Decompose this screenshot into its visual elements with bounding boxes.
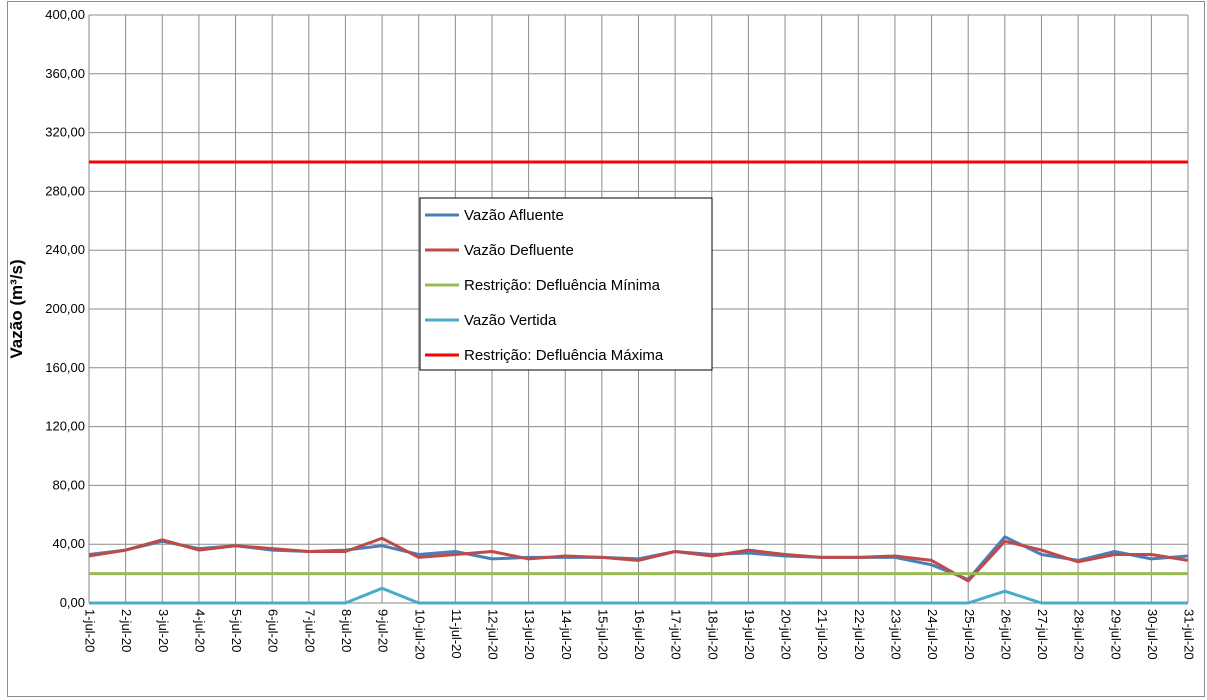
y-tick-label: 280,00 [45, 183, 85, 198]
x-tick-label: 19-jul-20 [742, 609, 757, 660]
y-tick-label: 400,00 [45, 7, 85, 22]
x-tick-label: 11-jul-20 [449, 609, 464, 659]
x-tick-label: 25-jul-20 [962, 609, 977, 660]
series-lines [88, 160, 1189, 605]
legend-label: Vazão Defluente [464, 242, 574, 259]
x-tick-label: 6-jul-20 [266, 609, 281, 652]
x-tick-label: 12-jul-20 [486, 609, 501, 660]
series-line [88, 536, 1189, 583]
x-tick-label: 14-jul-20 [559, 609, 574, 660]
y-tick-label: 240,00 [45, 242, 85, 257]
x-tick-label: 22-jul-20 [852, 609, 867, 660]
legend-box [419, 197, 713, 371]
x-tick-label: 7-jul-20 [302, 609, 317, 652]
y-tick-label: 0,00 [60, 595, 85, 610]
legend-label: Vazão Vertida [464, 312, 557, 329]
x-axis-ticks: 1-jul-20 2-jul-20 3-jul-20 4-jul-20 5-jul-20… [83, 609, 1197, 660]
x-tick-label: 2-jul-20 [119, 609, 134, 652]
y-tick-label: 40,00 [52, 536, 85, 551]
x-tick-label: 21-jul-20 [815, 609, 830, 660]
series-line [89, 586, 1188, 605]
y-tick-label: 360,00 [45, 66, 85, 81]
x-tick-label: 23-jul-20 [888, 609, 903, 660]
x-tick-label: 26-jul-20 [998, 609, 1013, 660]
legend-label: Vazão Afluente [464, 207, 564, 224]
y-tick-label: 160,00 [45, 360, 85, 375]
y-tick-label: 120,00 [45, 419, 85, 434]
y-tick-label: 80,00 [52, 477, 85, 492]
x-tick-label: 16-jul-20 [632, 609, 647, 660]
x-tick-label: 18-jul-20 [705, 609, 720, 660]
x-tick-label: 4-jul-20 [192, 609, 207, 652]
legend: Vazão Afluente Vazão Defluente Restrição: … [419, 197, 713, 371]
x-tick-label: 15-jul-20 [595, 609, 610, 660]
x-tick-label: 29-jul-20 [1108, 609, 1123, 660]
x-tick-label: 13-jul-20 [522, 609, 537, 660]
legend-label: Restrição: Defluência Mínima [464, 277, 661, 294]
x-tick-label: 31-jul-20 [1182, 609, 1197, 660]
y-axis-ticks: 0,00 40,00 80,00 120,00 160,00 200,00 240,00 28… [45, 7, 85, 610]
grid [88, 14, 1189, 604]
x-tick-label: 30-jul-20 [1145, 609, 1160, 660]
x-tick-label: 1-jul-20 [83, 609, 98, 652]
x-tick-label: 20-jul-20 [779, 609, 794, 660]
y-tick-label: 200,00 [45, 301, 85, 316]
x-tick-label: 28-jul-20 [1072, 609, 1087, 660]
y-axis-title: Vazão (m³/s) [7, 259, 26, 358]
x-tick-label: 24-jul-20 [925, 609, 940, 660]
x-tick-label: 5-jul-20 [229, 609, 244, 652]
x-tick-label: 3-jul-20 [156, 609, 171, 652]
x-tick-label: 8-jul-20 [339, 609, 354, 652]
x-tick-label: 27-jul-20 [1035, 609, 1050, 660]
x-tick-label: 10-jul-20 [412, 609, 427, 660]
y-tick-label: 320,00 [45, 125, 85, 140]
x-tick-label: 9-jul-20 [376, 609, 391, 652]
x-tick-label: 17-jul-20 [669, 609, 684, 660]
legend-label: Restrição: Defluência Máxima [464, 347, 664, 364]
